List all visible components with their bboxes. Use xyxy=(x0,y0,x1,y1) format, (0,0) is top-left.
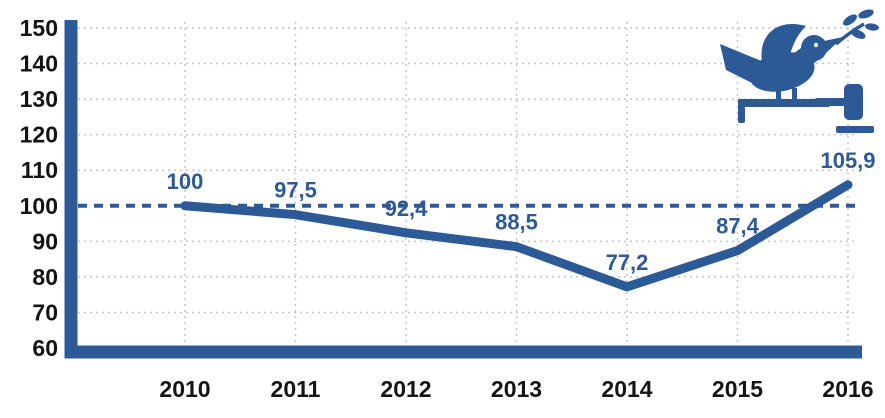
x-tick-label: 2014 xyxy=(601,376,652,402)
y-tick-label: 100 xyxy=(20,193,58,219)
perch-bar xyxy=(738,99,830,123)
olive-branch-icon xyxy=(834,9,879,46)
y-tick-label: 70 xyxy=(32,299,58,325)
gavel-handle xyxy=(814,98,846,106)
data-point-label: 92,4 xyxy=(385,196,429,221)
x-tick-label: 2012 xyxy=(380,376,431,402)
y-tick-label: 110 xyxy=(21,157,58,183)
data-point-label: 105,9 xyxy=(820,148,875,173)
dove-eye xyxy=(813,42,819,48)
y-tick-label: 150 xyxy=(20,15,58,41)
x-tick-label: 2016 xyxy=(822,376,873,402)
gavel-block xyxy=(836,126,874,133)
x-tick-label: 2010 xyxy=(159,376,210,402)
gavel-icon xyxy=(814,84,874,133)
data-point-label: 100 xyxy=(167,169,204,194)
data-point-label: 87,4 xyxy=(716,214,760,239)
dove-leg xyxy=(792,88,797,101)
x-tick-label: 2011 xyxy=(271,376,321,402)
dove-icon xyxy=(720,23,843,101)
data-point-label: 97,5 xyxy=(274,178,317,203)
x-tick-label: 2013 xyxy=(491,376,542,402)
y-tick-label: 120 xyxy=(20,122,58,148)
x-tick-label: 2015 xyxy=(712,376,763,402)
dove-leg xyxy=(776,88,781,101)
y-tick-label: 80 xyxy=(32,264,58,290)
y-tick-label: 90 xyxy=(32,228,58,254)
data-point-label: 77,2 xyxy=(606,250,649,275)
data-series-line xyxy=(180,180,853,292)
y-tick-label: 60 xyxy=(32,335,58,361)
dove-wing xyxy=(761,23,806,66)
dove-gavel-logo xyxy=(720,9,879,133)
data-point-label: 88,5 xyxy=(495,210,538,235)
y-tick-label: 130 xyxy=(20,86,58,112)
gavel-head xyxy=(844,84,863,120)
dove-head xyxy=(801,35,827,61)
y-tick-label: 140 xyxy=(20,51,58,77)
